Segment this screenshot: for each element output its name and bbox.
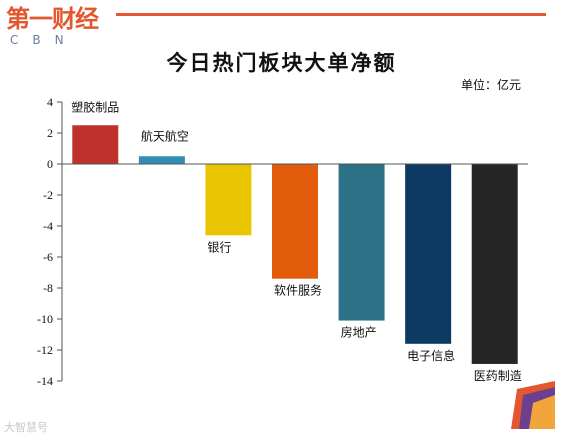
category-label: 软件服务 — [274, 283, 322, 298]
bar-5 — [338, 164, 385, 321]
y-tick-label: 0 — [47, 157, 53, 171]
header-rule — [116, 13, 546, 16]
bar-1 — [72, 125, 119, 164]
y-tick-label: 2 — [47, 126, 53, 140]
y-tick-label: -10 — [37, 312, 53, 326]
category-label: 航天航空 — [141, 128, 189, 143]
bar-2 — [138, 156, 185, 164]
bar-6 — [405, 164, 452, 344]
y-tick-label: -6 — [43, 250, 53, 264]
bar-7 — [471, 164, 518, 364]
y-tick-label: 4 — [47, 95, 53, 109]
category-label: 房地产 — [341, 325, 377, 340]
y-tick-label: -4 — [43, 219, 53, 233]
logo-english-text: CBN — [10, 33, 78, 47]
y-tick-label: -2 — [43, 188, 53, 202]
y-tick-label: -8 — [43, 281, 53, 295]
unit-label: 单位：亿元 — [460, 78, 521, 92]
category-label: 塑胶制品 — [71, 99, 119, 114]
category-label: 电子信息 — [407, 348, 455, 363]
bar-3 — [205, 164, 252, 236]
bar-4 — [272, 164, 318, 279]
logo-chinese-text: 第一财经 — [6, 5, 99, 33]
corner-logo-icon — [511, 381, 555, 429]
watermark-text: 大智慧号 — [4, 421, 48, 434]
cbn-logo: 第一财经 CBN — [6, 6, 116, 48]
y-tick-label: -14 — [37, 374, 53, 388]
category-label: 银行 — [207, 240, 231, 254]
y-tick-label: -12 — [37, 343, 53, 357]
chart-title: 今日热门板块大单净额 — [166, 50, 397, 75]
category-label: 医药制造 — [474, 369, 522, 383]
